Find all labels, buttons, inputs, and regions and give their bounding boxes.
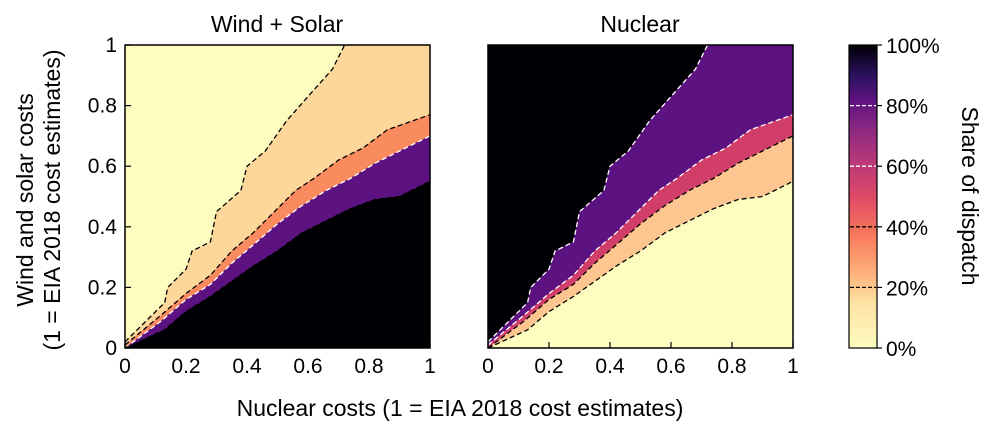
colorbar-tick-label: 60% — [886, 156, 928, 179]
x-tick-label: 0.6 — [293, 355, 322, 378]
x-tick-label: 0.4 — [595, 355, 625, 378]
colorbar-gradient — [848, 44, 878, 349]
y-axis-label-line-2: (1 = EIA 2018 cost estimates) — [39, 49, 65, 350]
x-tick-label: 0 — [119, 355, 131, 378]
contour-lines-wind-solar — [125, 45, 430, 348]
heatmap-bands-wind-solar — [125, 45, 430, 348]
contour-line-20 — [488, 180, 793, 348]
x-axis-ticks-nuclear: 0 0.2 0.4 0.6 0.8 1 — [482, 342, 799, 378]
plot-frame-nuclear — [487, 44, 794, 349]
y-tick-label: 0.2 — [88, 276, 117, 299]
y-axis-label-line-1: Wind and solar costs — [12, 93, 38, 306]
colorbar-contour-marks — [850, 104, 876, 289]
panel-title-wind-solar: Wind + Solar — [211, 11, 344, 37]
x-tick-label: 0.2 — [171, 355, 200, 378]
colorbar-ticks: 0% 20% 40% 60% 80% 100% — [877, 35, 940, 361]
x-axis-ticks-wind-solar: 0 0.2 0.4 0.6 0.8 1 — [119, 342, 436, 378]
colorbar-tick-label: 100% — [886, 35, 940, 58]
x-tick-label: 1 — [787, 355, 799, 378]
colorbar: 0% 20% 40% 60% 80% 100% Share of dispatch — [848, 35, 983, 361]
x-axis-label: Nuclear costs (1 = EIA 2018 cost estimat… — [237, 395, 684, 421]
x-tick-label: 0.6 — [656, 355, 685, 378]
x-tick-label: 0.4 — [232, 355, 262, 378]
x-tick-label: 0.8 — [717, 355, 746, 378]
contour-line-20 — [125, 45, 346, 343]
y-tick-label: 0.8 — [88, 95, 117, 118]
colorbar-tick-label: 80% — [886, 96, 928, 119]
plot-frame-wind-solar — [124, 44, 431, 349]
y-axis-label: Wind and solar costs (1 = EIA 2018 cost … — [12, 49, 65, 350]
heatmap-bands-nuclear — [488, 45, 793, 348]
contour-lines-nuclear — [488, 45, 793, 348]
x-tick-label: 0 — [482, 355, 494, 378]
y-tick-label: 1 — [105, 34, 117, 57]
panel-title-nuclear: Nuclear — [600, 11, 680, 37]
contour-line-80 — [125, 180, 430, 348]
panel-wind-solar: Wind + Solar 0 0.2 0.4 0.6 0.8 1 0 0.2 0.4 0.6 0.… — [88, 11, 436, 378]
y-tick-label: 0 — [105, 337, 117, 360]
x-tick-label: 0.8 — [354, 355, 383, 378]
colorbar-tick-label: 20% — [886, 277, 928, 300]
contour-line-80 — [488, 45, 709, 343]
x-tick-label: 0.2 — [534, 355, 563, 378]
colorbar-tick-label: 40% — [886, 217, 928, 240]
colorbar-label: Share of dispatch — [957, 106, 983, 285]
contour-line-60 — [125, 135, 430, 348]
colorbar-tick-label: 0% — [886, 338, 916, 361]
y-tick-label: 0.4 — [88, 216, 118, 239]
contour-line-40 — [488, 135, 793, 348]
panel-nuclear: Nuclear 0 0.2 0.4 0.6 0.8 1 — [482, 11, 799, 378]
y-tick-label: 0.6 — [88, 155, 117, 178]
y-axis-ticks-wind-solar: 0 0.2 0.4 0.6 0.8 1 — [88, 34, 131, 360]
x-tick-label: 1 — [424, 355, 436, 378]
